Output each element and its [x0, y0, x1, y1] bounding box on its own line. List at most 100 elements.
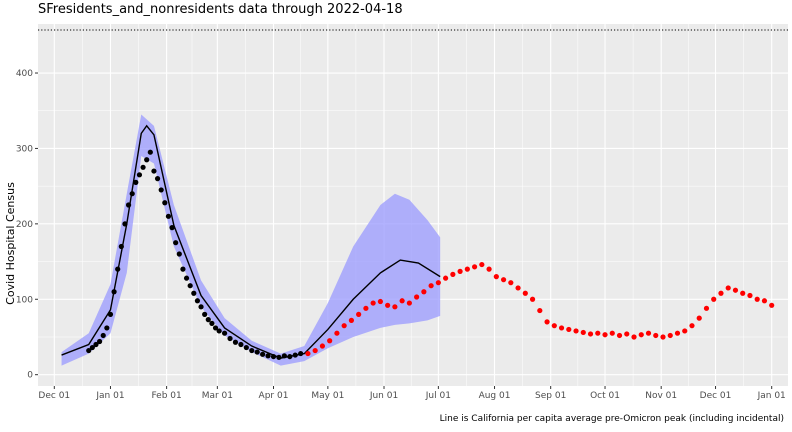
observed-point [238, 341, 244, 348]
observed-point [221, 330, 228, 336]
observed-point [144, 157, 150, 163]
recent-point [754, 296, 760, 302]
recent-point [551, 323, 557, 329]
x-tick-label: Apr 01 [259, 391, 289, 401]
chart-title: SFresidents_and_nonresidents data throug… [38, 2, 403, 17]
recent-point [406, 300, 412, 306]
observed-point [292, 352, 298, 358]
recent-point [689, 323, 695, 329]
observed-point [265, 353, 271, 359]
recent-point [515, 285, 521, 291]
observed-point [209, 320, 215, 327]
x-tick-label: Aug 01 [479, 391, 511, 401]
observed-point [298, 350, 304, 357]
recent-point [703, 305, 710, 311]
observed-point [136, 172, 143, 178]
recent-point [385, 302, 391, 308]
recent-point [609, 330, 615, 336]
observed-point [249, 347, 255, 354]
observed-point [198, 304, 204, 310]
recent-point [624, 331, 630, 337]
recent-point [595, 330, 601, 336]
recent-point [711, 296, 717, 302]
observed-point [104, 325, 110, 331]
recent-point [319, 343, 326, 349]
observed-point [147, 149, 153, 155]
recent-point [508, 280, 514, 286]
x-tick-label: Dec 01 [38, 391, 70, 401]
recent-point [573, 328, 579, 334]
recent-point [443, 275, 449, 281]
observed-point [227, 335, 233, 342]
observed-point [86, 347, 92, 354]
recent-point [674, 330, 681, 336]
observed-point [125, 202, 132, 208]
observed-point [115, 266, 121, 272]
observed-point [89, 344, 95, 351]
observed-point [194, 298, 201, 304]
recent-point [645, 330, 652, 336]
observed-point [270, 353, 277, 360]
observed-point [162, 200, 168, 206]
x-tick-label: Jun 01 [369, 391, 398, 401]
observed-point [140, 164, 146, 170]
x-tick-label: Nov 01 [645, 391, 677, 401]
recent-point [769, 302, 775, 308]
recent-point [356, 311, 362, 317]
recent-point [399, 298, 405, 304]
x-tick-label: Dec 01 [700, 391, 732, 401]
observed-point [281, 353, 287, 359]
x-tick-label: Sep 01 [535, 391, 566, 401]
observed-point [133, 179, 139, 185]
recent-point [327, 338, 333, 344]
y-tick-label: 100 [16, 295, 33, 305]
recent-point [312, 347, 318, 354]
recent-point [414, 294, 420, 300]
x-tick-label: Feb 01 [151, 391, 181, 401]
recent-point [493, 274, 499, 280]
observed-point [260, 351, 266, 357]
recent-point [660, 334, 666, 340]
x-tick-label: Jan 01 [757, 391, 786, 401]
recent-point [471, 264, 478, 270]
recent-point [566, 326, 572, 333]
recent-point [486, 266, 492, 272]
recent-point [392, 304, 398, 310]
observed-point [158, 187, 164, 193]
recent-point [580, 329, 586, 336]
recent-point [558, 325, 565, 331]
recent-point [377, 298, 383, 305]
recent-point [334, 330, 340, 336]
x-tick-label: Jul 01 [425, 391, 451, 401]
recent-point [363, 305, 369, 311]
x-tick-label: Oct 01 [590, 391, 620, 401]
recent-point [587, 331, 594, 337]
observed-point [232, 339, 239, 345]
observed-point [254, 349, 260, 355]
y-tick-label: 400 [16, 69, 33, 79]
observed-point [183, 275, 190, 281]
observed-point [287, 353, 293, 360]
recent-point [529, 296, 536, 302]
recent-point [732, 287, 739, 293]
observed-point [216, 328, 222, 334]
recent-point [667, 332, 673, 339]
observed-point [122, 221, 128, 227]
observed-point [118, 243, 124, 250]
observed-point [202, 311, 208, 317]
recent-point [602, 332, 608, 338]
observed-point [276, 354, 282, 360]
x-tick-label: Mar 01 [202, 391, 233, 401]
recent-point [682, 328, 688, 334]
y-tick-label: 0 [27, 371, 33, 381]
observed-point [243, 344, 249, 351]
observed-point [191, 290, 197, 296]
observed-point [205, 317, 211, 323]
y-tick-label: 300 [16, 144, 33, 154]
observed-point [107, 311, 114, 317]
recent-point [522, 290, 528, 296]
recent-point [696, 315, 702, 321]
recent-point [348, 317, 355, 323]
recent-point [638, 332, 644, 338]
x-tick-label: May 01 [311, 391, 344, 401]
